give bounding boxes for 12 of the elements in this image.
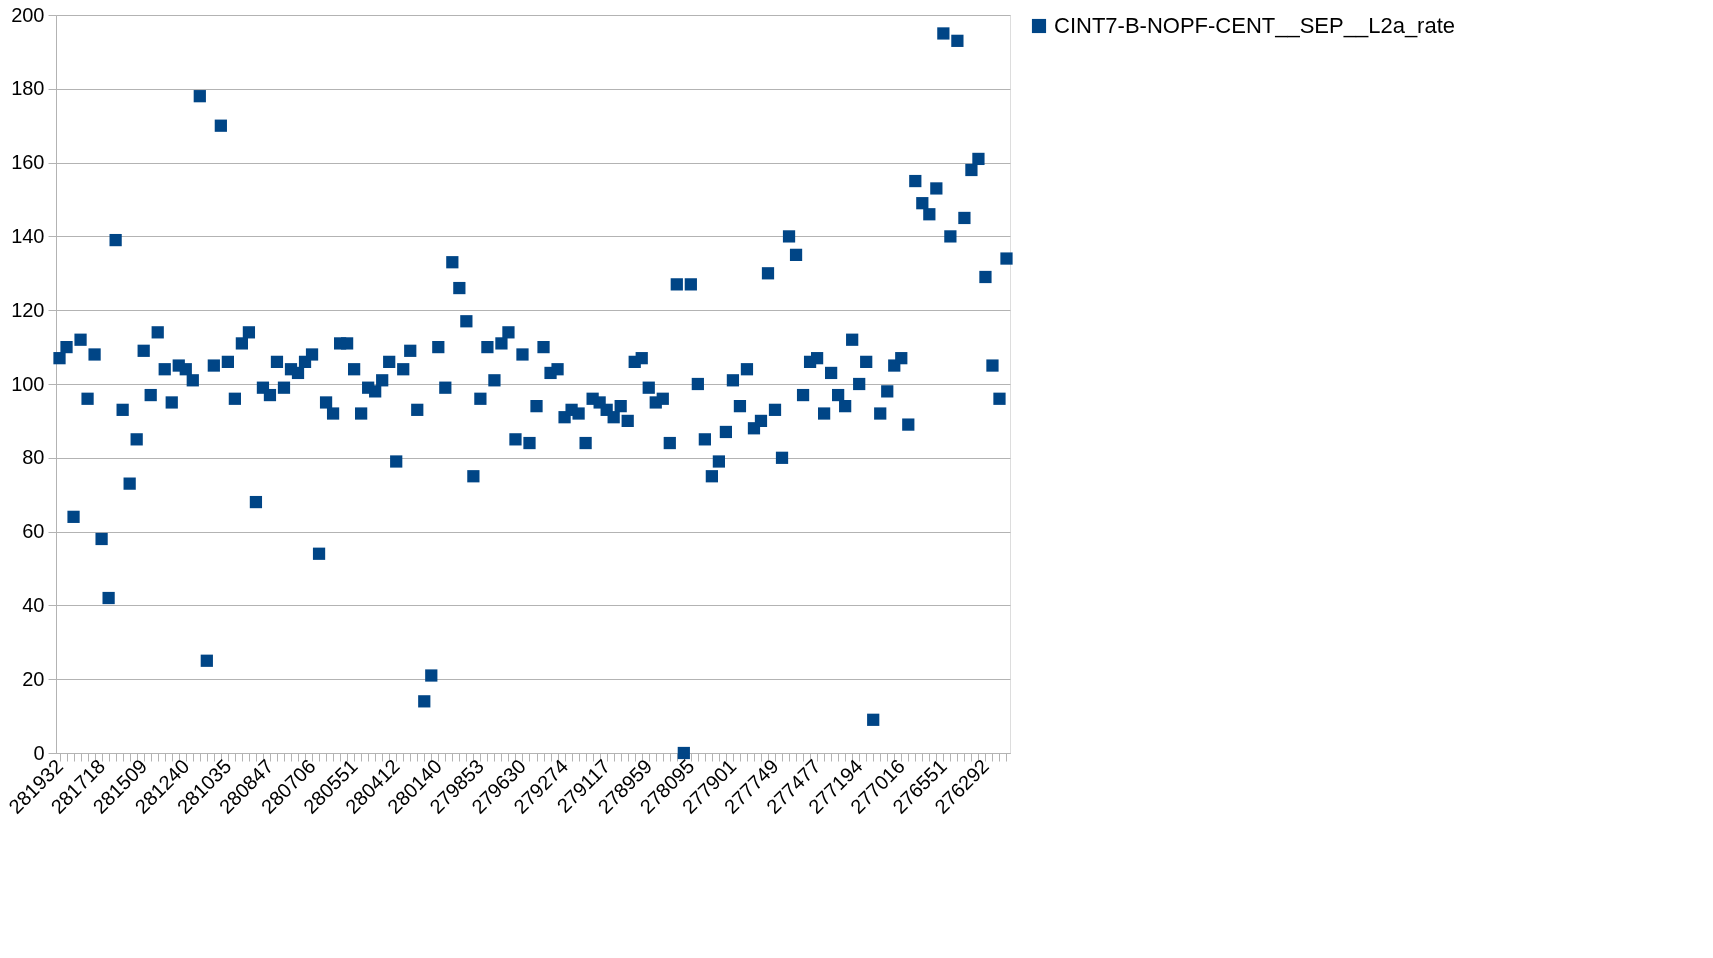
y-tick-label: 180 xyxy=(11,77,45,100)
legend-label: CINT7-B-NOPF-CENT__SEP__L2a_rate xyxy=(1054,13,1456,38)
y-tick-label: 0 xyxy=(33,741,45,764)
y-tick-label: 80 xyxy=(22,446,45,469)
y-tick-label: 60 xyxy=(22,520,45,543)
y-tick-label: 140 xyxy=(11,224,45,247)
y-tick-label: 160 xyxy=(11,151,45,174)
y-tick-label: 200 xyxy=(11,3,45,26)
y-tick-label: 100 xyxy=(11,372,45,395)
y-tick-label: 120 xyxy=(11,298,45,321)
y-tick-label: 20 xyxy=(22,667,45,690)
y-tick-label: 40 xyxy=(22,593,45,616)
